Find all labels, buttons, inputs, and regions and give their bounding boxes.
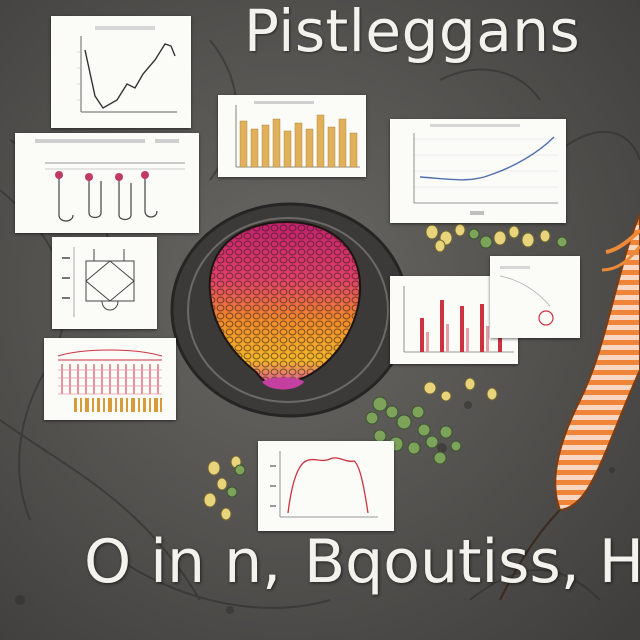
line-chart-red <box>258 441 394 531</box>
bar <box>272 118 281 168</box>
bar <box>305 128 314 168</box>
bar <box>327 126 336 168</box>
diagram-card-circle <box>490 256 580 338</box>
chart-card-gold-bars <box>218 95 366 177</box>
caption-right: Bqoutiss, H <box>304 527 640 597</box>
line-chart-blue <box>390 119 566 223</box>
bar <box>480 304 484 352</box>
barcode-strip <box>72 396 164 414</box>
bar-chart-gold <box>218 95 366 177</box>
chart-card-blue-curve <box>390 119 566 223</box>
bar <box>294 122 303 168</box>
bar <box>316 114 325 168</box>
bar <box>261 124 270 168</box>
bar <box>460 306 464 352</box>
bar <box>440 300 444 352</box>
bar <box>349 132 358 168</box>
structure-diagram <box>52 237 157 329</box>
honeycomb-flower-icon <box>208 220 362 390</box>
bar <box>250 128 259 168</box>
diagram-card-tubes <box>15 133 199 233</box>
caption-left: O in n, <box>84 527 282 597</box>
tube-diagram <box>15 133 199 233</box>
bar <box>239 120 248 168</box>
circle-diagram <box>490 256 580 338</box>
bar <box>338 118 347 168</box>
flower-cluster <box>203 223 551 521</box>
bar <box>283 130 292 168</box>
chart-peak-line <box>51 16 191 128</box>
bar <box>420 318 424 352</box>
chart-card-red-plateau <box>258 441 394 531</box>
chart-card-peak-line <box>51 16 191 128</box>
poster-title: Pistleggans <box>244 0 581 65</box>
diagram-card-structure <box>52 237 157 329</box>
shrimp-icon <box>499 213 640 601</box>
